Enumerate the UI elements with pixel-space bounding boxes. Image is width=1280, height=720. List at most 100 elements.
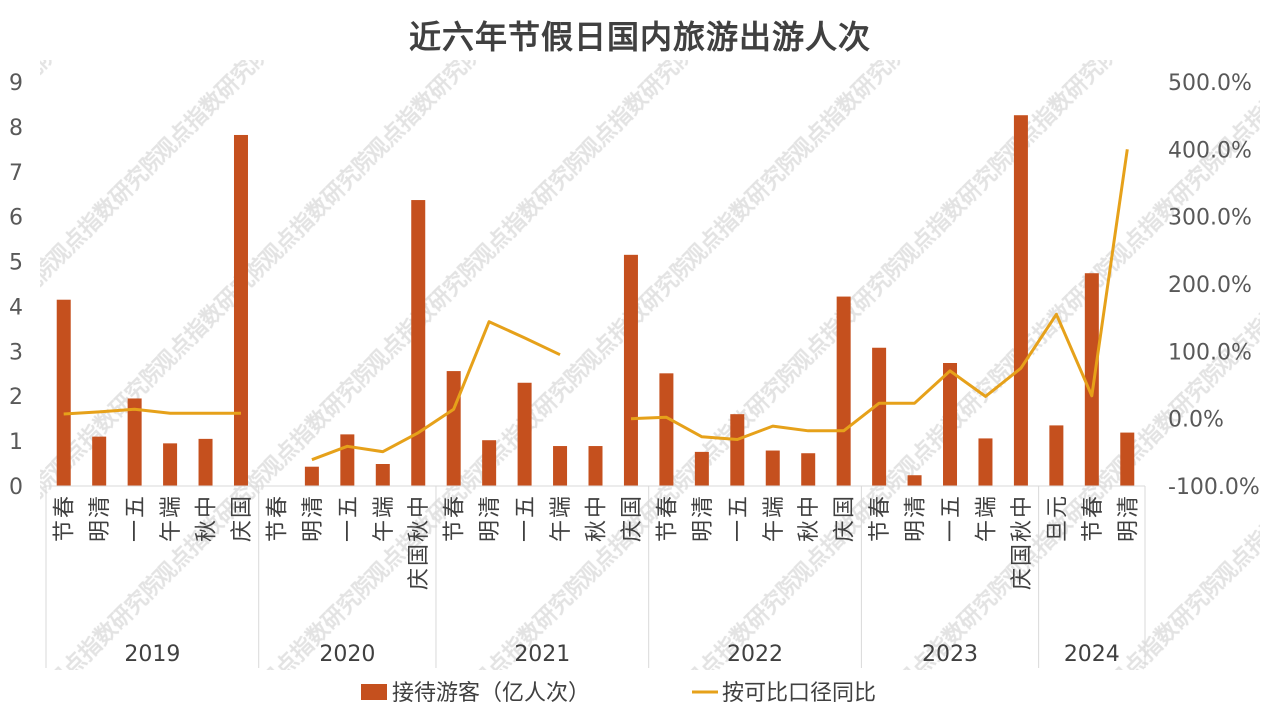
legend-line-label: 按可比口径同比 xyxy=(722,681,876,706)
category-label: 节 xyxy=(53,520,78,542)
left-tick-label: 9 xyxy=(9,71,23,96)
right-tick-label: 0.0% xyxy=(1168,408,1224,433)
category-label: 庆 xyxy=(620,520,645,542)
bar xyxy=(56,299,71,486)
category-label: 旦 xyxy=(1045,520,1070,542)
year-label: 2020 xyxy=(319,642,375,667)
category-label: 国 xyxy=(230,496,255,518)
category-label: 明 xyxy=(478,520,503,542)
right-tick-label: 500.0% xyxy=(1168,71,1252,96)
bar xyxy=(588,446,603,486)
category-label: 清 xyxy=(478,496,503,518)
category-label: 明 xyxy=(904,520,929,542)
bar xyxy=(553,446,568,486)
bar xyxy=(765,450,780,486)
bar xyxy=(127,398,142,486)
category-label: 明 xyxy=(301,520,326,542)
category-label: 五 xyxy=(726,496,751,518)
category-label: 节 xyxy=(655,520,680,542)
category-label: 庆 xyxy=(230,520,255,542)
bar xyxy=(375,464,390,486)
category-label: 午 xyxy=(762,520,787,542)
bar xyxy=(198,438,213,486)
year-label: 2021 xyxy=(514,642,570,667)
left-tick-label: 3 xyxy=(9,340,23,365)
category-label: 清 xyxy=(88,496,113,518)
category-label: 中 xyxy=(195,496,220,518)
left-tick-label: 0 xyxy=(9,475,23,500)
bar xyxy=(943,363,958,486)
category-label: 庆 xyxy=(407,568,432,590)
bar xyxy=(1049,425,1064,486)
chart-title: 近六年节假日国内旅游出游人次 xyxy=(408,18,871,56)
category-label: 节 xyxy=(868,520,893,542)
bar xyxy=(623,254,638,486)
category-label: 端 xyxy=(762,496,787,518)
left-tick-label: 4 xyxy=(9,295,23,320)
category-label: 秋 xyxy=(585,520,610,542)
legend: 接待游客（亿人次） 按可比口径同比 xyxy=(361,681,876,706)
category-label: 端 xyxy=(974,496,999,518)
category-label: 五 xyxy=(336,496,361,518)
left-tick-label: 1 xyxy=(9,430,23,455)
right-axis: -100.0% 0.0% 100.0% 200.0% 300.0% 400.0% 500.0… xyxy=(1168,71,1260,500)
category-label: 午 xyxy=(372,520,397,542)
category-label: 秋 xyxy=(407,520,432,542)
category-label: 一 xyxy=(939,520,964,542)
category-label: 明 xyxy=(691,520,716,542)
category-label: 中 xyxy=(585,496,610,518)
left-tick-label: 8 xyxy=(9,116,23,141)
category-label: 清 xyxy=(691,496,716,518)
category-label: 春 xyxy=(655,496,680,518)
right-tick-label: 200.0% xyxy=(1168,273,1252,298)
category-label: 节 xyxy=(265,520,290,542)
year-label: 2019 xyxy=(124,642,180,667)
left-tick-label: 5 xyxy=(9,251,23,276)
line-segment xyxy=(311,320,561,462)
category-label: 五 xyxy=(514,496,539,518)
year-label: 2022 xyxy=(727,642,783,667)
right-tick-label: 400.0% xyxy=(1168,138,1252,163)
category-label: 春 xyxy=(53,496,78,518)
category-label: 清 xyxy=(301,496,326,518)
category-label: 春 xyxy=(443,496,468,518)
category-label: 中 xyxy=(797,496,822,518)
legend-bar-label: 接待游客（亿人次） xyxy=(392,681,590,706)
bar xyxy=(1084,273,1099,486)
right-tick-label: 300.0% xyxy=(1168,206,1252,231)
category-label: 春 xyxy=(265,496,290,518)
category-label: 明 xyxy=(88,520,113,542)
bar xyxy=(730,414,745,486)
bar xyxy=(801,453,816,486)
line-segment xyxy=(63,407,241,416)
x-axis: 春节清明五一端午中秋国庆春节清明五一端午中秋国庆春节清明五一端午中秋国庆春节清明… xyxy=(45,485,1146,668)
bar xyxy=(1013,115,1028,487)
bar xyxy=(163,443,178,486)
category-label: 午 xyxy=(159,520,184,542)
left-tick-label: 7 xyxy=(9,161,23,186)
bar xyxy=(233,134,248,487)
category-label: 元 xyxy=(1045,496,1070,518)
left-tick-label: 2 xyxy=(9,385,23,410)
category-label: 一 xyxy=(514,520,539,542)
category-label: 庆 xyxy=(1010,568,1035,590)
category-label: 国 xyxy=(620,496,645,518)
category-label: 秋 xyxy=(1010,520,1035,542)
category-label: 午 xyxy=(974,520,999,542)
category-label: 五 xyxy=(124,496,149,518)
category-label: 清 xyxy=(1116,496,1141,518)
category-label: 中 xyxy=(407,496,432,518)
category-label: 春 xyxy=(1081,496,1106,518)
category-label: 春 xyxy=(868,496,893,518)
category-label: 节 xyxy=(443,520,468,542)
category-label: 一 xyxy=(726,520,751,542)
category-label: 国 xyxy=(407,544,432,566)
bar xyxy=(92,436,107,486)
year-label: 2024 xyxy=(1064,642,1120,667)
right-tick-label: -100.0% xyxy=(1168,475,1260,500)
category-label: 一 xyxy=(336,520,361,542)
bar xyxy=(1120,432,1135,486)
bar xyxy=(907,475,922,486)
